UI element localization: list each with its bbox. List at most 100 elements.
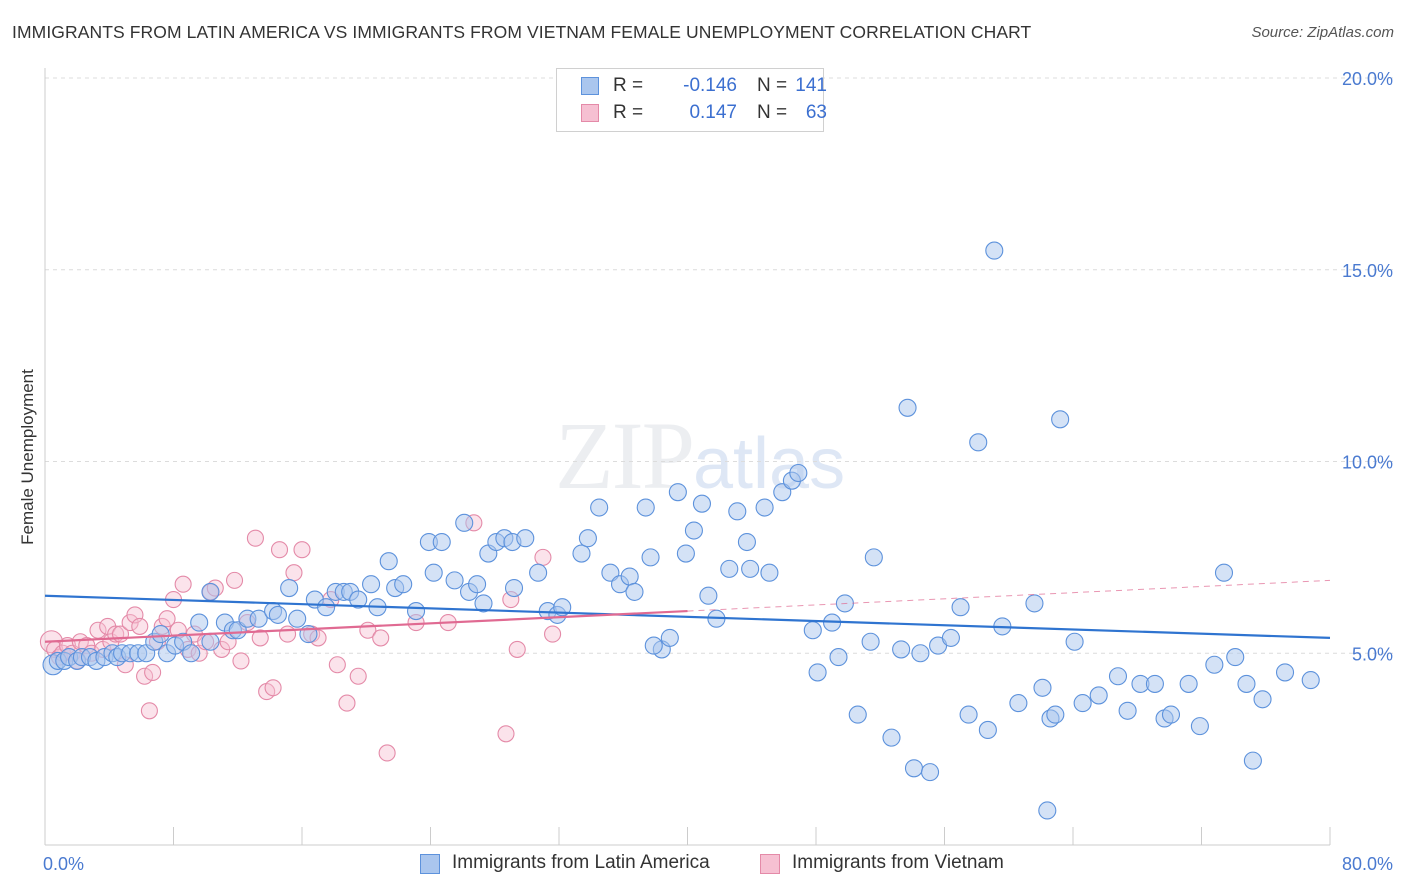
latin-america-point: [699, 586, 718, 605]
latin-america-point: [455, 513, 474, 532]
latin-america-point: [1190, 717, 1209, 736]
latin-america-point: [644, 636, 663, 655]
latin-america-point: [969, 433, 988, 452]
vietnam-point: [328, 656, 346, 674]
latin-america-point: [641, 548, 660, 567]
vietnam-point: [378, 744, 396, 762]
latin-america-point: [676, 544, 695, 563]
latin-america-point: [620, 567, 639, 586]
latin-america-point: [985, 241, 1004, 260]
source-label: Source: ZipAtlas.com: [1251, 24, 1394, 41]
watermark-atlas: atlas: [693, 424, 846, 504]
series-legend: Immigrants from Latin America Immigrants…: [0, 852, 1406, 878]
latin-america-point: [861, 632, 880, 651]
legend-swatch-blue: [581, 77, 599, 95]
latin-america-point: [1038, 801, 1057, 820]
grid: [45, 77, 1393, 654]
latin-america-point: [660, 628, 679, 647]
latin-america-point: [182, 644, 201, 663]
legend-swatch-pink: [581, 104, 599, 122]
latin-america-trend-line: [44, 594, 1331, 640]
latin-america-point: [394, 575, 413, 594]
vietnam-point: [140, 702, 158, 720]
latin-america-point: [1089, 686, 1108, 705]
latin-america-point: [1205, 655, 1224, 674]
latin-america-point: [1214, 563, 1234, 582]
latin-america-point: [892, 640, 911, 659]
vietnam-point: [264, 679, 282, 697]
legend-label: Immigrants from Vietnam: [792, 852, 1004, 873]
latin-america-point: [741, 559, 760, 578]
latin-america-point: [190, 613, 209, 632]
latin-america-point: [468, 575, 487, 594]
y-tick-label: 5.0%: [1352, 644, 1393, 664]
vietnam-point: [497, 725, 515, 743]
latin-america-point: [572, 544, 591, 563]
legend-r-value: 0.147: [689, 102, 737, 123]
latin-america-point: [1275, 663, 1295, 682]
latin-america-point: [755, 498, 774, 517]
latin-america-point: [1073, 694, 1092, 713]
legend-n-key: N =: [757, 75, 788, 96]
vietnam-point: [285, 564, 303, 582]
legend-swatch-pink: [760, 854, 780, 874]
latin-america-point: [280, 579, 299, 598]
latin-america-point: [578, 529, 597, 548]
vietnam-point: [338, 694, 356, 712]
latin-america-point: [1108, 667, 1128, 686]
vietnam-point: [293, 541, 311, 559]
latin-america-point: [288, 609, 307, 628]
latin-america-point: [904, 759, 924, 778]
vietnam-trend-line: [44, 609, 688, 643]
tick-labels: 5.0% 10.0% 15.0% 20.0% 0.0% 80.0%: [43, 69, 1393, 874]
latin-america-point: [1051, 410, 1070, 429]
latin-america-point: [668, 483, 687, 502]
latin-america-point: [720, 559, 739, 578]
latin-america-point: [1226, 648, 1245, 667]
latin-america-point: [684, 521, 703, 540]
latin-america-point: [1009, 694, 1028, 713]
latin-america-point: [1118, 701, 1137, 720]
latin-america-point: [1243, 751, 1262, 770]
latin-america-point: [1145, 674, 1164, 693]
vietnam-point: [136, 667, 154, 685]
latin-america-point: [151, 625, 170, 644]
vietnam-point: [544, 625, 562, 643]
vietnam-point: [131, 617, 149, 635]
legend-r-value: -0.146: [683, 75, 737, 96]
legend-n-value: 141: [795, 75, 827, 96]
latin-america-point: [728, 502, 747, 521]
latin-america-point: [636, 498, 655, 517]
x-tick-label: 80.0%: [1342, 854, 1393, 874]
latin-america-point: [529, 563, 548, 582]
latin-america-point: [201, 582, 220, 601]
y-tick-label: 20.0%: [1342, 69, 1393, 89]
vietnam-point: [144, 663, 162, 681]
latin-america-point: [432, 532, 451, 552]
latin-america-point: [829, 648, 848, 667]
latin-america-point: [625, 582, 644, 601]
legend-n-key: N =: [757, 102, 788, 123]
latin-america-point: [848, 705, 867, 724]
y-tick-label: 10.0%: [1342, 453, 1393, 473]
legend-swatch-blue: [420, 854, 440, 874]
legend-r-key: R =: [613, 102, 644, 123]
latin-america-point: [1065, 632, 1084, 651]
latin-america-point: [1237, 674, 1256, 693]
legend-r-key: R =: [613, 75, 644, 96]
correlation-legend: R = -0.146 N = 141 R = 0.147 N = 63: [556, 68, 827, 132]
legend-n-value: 63: [805, 102, 827, 123]
series-latin-america-points: [42, 241, 1320, 820]
vietnam-trend-extension: [687, 579, 1331, 612]
latin-america-point: [406, 602, 426, 621]
latin-america-point: [692, 494, 712, 513]
latin-america-point: [808, 663, 827, 682]
latin-america-point: [268, 605, 287, 624]
vietnam-point: [508, 640, 526, 658]
latin-america-point: [445, 571, 464, 590]
latin-america-point: [911, 644, 930, 663]
latin-america-point: [516, 529, 535, 548]
vietnam-point: [246, 529, 264, 547]
vietnam-point: [372, 629, 390, 647]
latin-america-point: [249, 609, 268, 628]
